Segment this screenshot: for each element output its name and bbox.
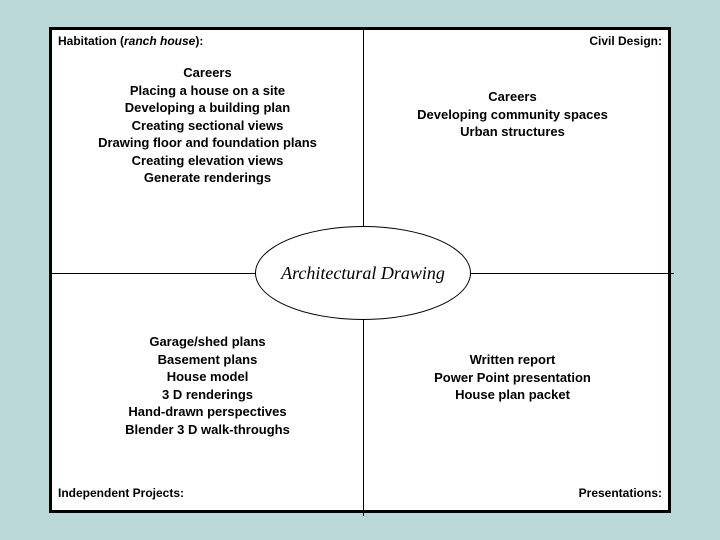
quadrant-items-habitation: CareersPlacing a house on a siteDevelopi…: [52, 58, 363, 193]
diagram-frame: Habitation (ranch house): CareersPlacing…: [49, 27, 671, 513]
title-italic: ranch house: [124, 34, 195, 48]
list-item: Developing community spaces: [361, 106, 664, 124]
list-item: Written report: [361, 351, 664, 369]
list-item: Creating elevation views: [56, 152, 359, 170]
list-item: Generate renderings: [56, 169, 359, 187]
list-item: Blender 3 D walk-throughs: [56, 421, 359, 439]
list-item: Garage/shed plans: [56, 333, 359, 351]
list-item: Urban structures: [361, 123, 664, 141]
list-item: Power Point presentation: [361, 369, 664, 387]
center-ellipse: Architectural Drawing: [255, 226, 471, 320]
title-suffix: ):: [195, 34, 203, 48]
list-item: Basement plans: [56, 351, 359, 369]
quadrant-items-independent: Garage/shed plansBasement plansHouse mod…: [52, 327, 363, 444]
quadrant-items-civil: CareersDeveloping community spacesUrban …: [357, 82, 668, 147]
list-item: Careers: [361, 88, 664, 106]
quadrant-title-independent: Independent Projects:: [52, 482, 363, 510]
quadrant-title-habitation: Habitation (ranch house):: [52, 30, 363, 52]
list-item: Developing a building plan: [56, 99, 359, 117]
quadrant-items-presentations: Written reportPower Point presentationHo…: [357, 345, 668, 410]
title-prefix: Habitation (: [58, 34, 124, 48]
list-item: 3 D renderings: [56, 386, 359, 404]
quadrant-title-presentations: Presentations:: [357, 482, 668, 510]
list-item: Placing a house on a site: [56, 82, 359, 100]
list-item: Creating sectional views: [56, 117, 359, 135]
list-item: Drawing floor and foundation plans: [56, 134, 359, 152]
list-item: House plan packet: [361, 386, 664, 404]
list-item: House model: [56, 368, 359, 386]
quadrant-title-civil: Civil Design:: [357, 30, 668, 52]
list-item: Careers: [56, 64, 359, 82]
center-label: Architectural Drawing: [281, 263, 445, 284]
list-item: Hand-drawn perspectives: [56, 403, 359, 421]
